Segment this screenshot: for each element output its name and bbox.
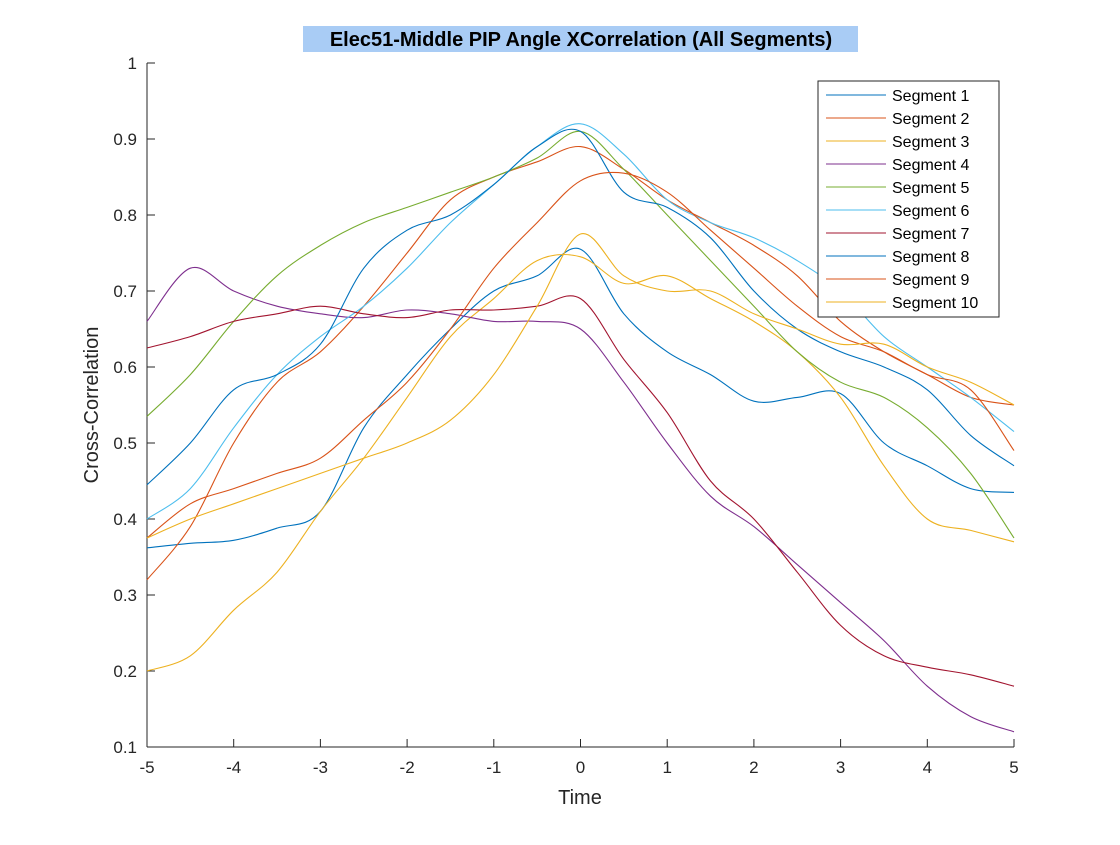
series-line-segment-1 <box>146 247 1015 549</box>
y-tick-label: 0.8 <box>113 206 137 225</box>
legend-box <box>817 80 1000 318</box>
x-tick-label: 4 <box>923 758 932 777</box>
x-tick-label: 3 <box>836 758 845 777</box>
legend-label: Segment 7 <box>892 226 969 243</box>
legend-label: Segment 10 <box>892 295 978 312</box>
x-tick-label: -2 <box>400 758 415 777</box>
chart-title: Elec51-Middle PIP Angle XCorrelation (Al… <box>330 29 832 51</box>
series-line-segment-3 <box>146 253 1015 672</box>
y-tick-label: 0.6 <box>113 358 137 377</box>
x-tick-label: -5 <box>139 758 154 777</box>
y-tick-label: 0.5 <box>113 434 137 453</box>
series-line-segment-7 <box>146 295 1015 687</box>
legend-label: Segment 6 <box>892 203 969 220</box>
series-line-segment-8 <box>146 128 1015 486</box>
series-line-segment-10 <box>146 233 1015 539</box>
y-tick-label: 0.4 <box>113 510 137 529</box>
x-tick-label: -4 <box>226 758 241 777</box>
series-line-segment-9 <box>146 171 1015 539</box>
chart-title-highlight <box>303 26 858 52</box>
y-tick-label: 0.3 <box>113 586 137 605</box>
series-lines <box>146 123 1015 733</box>
y-tick-label: 0.7 <box>113 282 137 301</box>
y-tick-label: 0.2 <box>113 662 137 681</box>
series-line-segment-2 <box>146 146 1015 581</box>
legend: Segment 1 Segment 2 Segment 3 Segment 4 Segm… <box>817 80 1000 318</box>
x-axis-label: Time <box>558 787 602 809</box>
series-line-segment-4 <box>146 266 1015 733</box>
y-tick-label: 0.1 <box>113 738 137 757</box>
legend-label: Segment 9 <box>892 272 969 289</box>
x-tick-label: 1 <box>662 758 671 777</box>
x-tick-label: 2 <box>749 758 758 777</box>
x-tick-label: 5 <box>1009 758 1018 777</box>
axis-ticks: -5 -4 -3 -2 -1 0 1 2 3 4 5 0.1 0.2 0.3 0.4 0.5 0.6 0.7 0.8… <box>113 54 1018 777</box>
y-axis-label: Cross-Correlation <box>81 327 103 484</box>
legend-label: Segment 2 <box>892 111 969 128</box>
x-tick-label: 0 <box>576 758 585 777</box>
x-tick-label: -1 <box>486 758 501 777</box>
y-tick-label: 1 <box>128 54 137 73</box>
legend-label: Segment 1 <box>892 88 969 105</box>
legend-label: Segment 3 <box>892 134 969 151</box>
y-tick-label: 0.9 <box>113 130 137 149</box>
x-tick-label: -3 <box>313 758 328 777</box>
legend-label: Segment 4 <box>892 157 969 174</box>
legend-label: Segment 8 <box>892 249 969 266</box>
series-line-segment-6 <box>146 123 1015 520</box>
legend-label: Segment 5 <box>892 180 969 197</box>
